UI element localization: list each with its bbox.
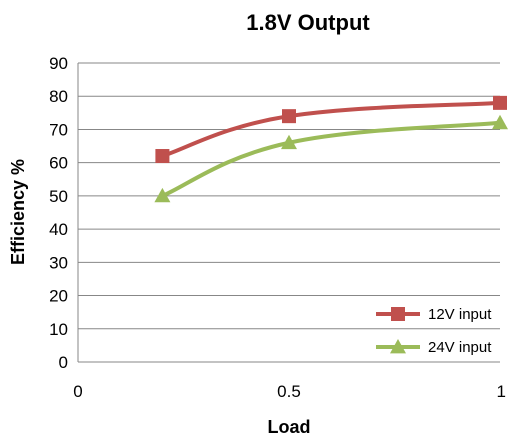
legend-label: 12V input — [428, 306, 492, 323]
series-layer — [154, 95, 508, 203]
gridlines — [78, 62, 500, 330]
axes — [77, 63, 500, 363]
legend-label: 24V input — [428, 339, 492, 356]
y-tick-label: 30 — [49, 253, 68, 272]
x-tick-labels: 0 0.5 1 — [73, 382, 506, 401]
y-tick-label: 90 — [49, 54, 68, 73]
legend-item: 24V input — [376, 339, 492, 356]
y-tick-label: 70 — [49, 120, 68, 139]
series-line — [161, 120, 501, 198]
y-axis-label: Efficiency % — [8, 159, 28, 265]
data-point — [154, 187, 171, 203]
y-tick-label: 10 — [49, 320, 68, 339]
legend: 12V input 24V input — [376, 306, 492, 356]
x-tick-label: 0.5 — [277, 382, 301, 401]
series-1 — [155, 95, 507, 164]
x-axis-label: Load — [268, 417, 311, 437]
data-point — [493, 95, 507, 110]
legend-item: 12V input — [376, 306, 492, 323]
y-tick-label: 20 — [49, 287, 68, 306]
y-tick-label: 80 — [49, 87, 68, 106]
data-point — [155, 149, 170, 164]
y-tick-label: 50 — [49, 187, 68, 206]
legend-marker — [391, 307, 405, 321]
legend-marker — [390, 339, 406, 354]
series-line — [161, 100, 501, 158]
y-tick-label: 60 — [49, 154, 68, 173]
x-tick-label: 1 — [497, 382, 506, 401]
data-point — [281, 134, 297, 150]
series-2 — [154, 114, 508, 203]
y-tick-label: 40 — [49, 220, 68, 239]
data-point — [282, 109, 296, 124]
x-tick-label: 0 — [73, 382, 82, 401]
chart-title: 1.8V Output — [246, 10, 370, 35]
y-tick-label: 0 — [59, 353, 68, 372]
y-tick-labels: 0 10 20 30 40 50 60 70 80 90 — [49, 54, 68, 372]
data-point — [492, 114, 508, 130]
